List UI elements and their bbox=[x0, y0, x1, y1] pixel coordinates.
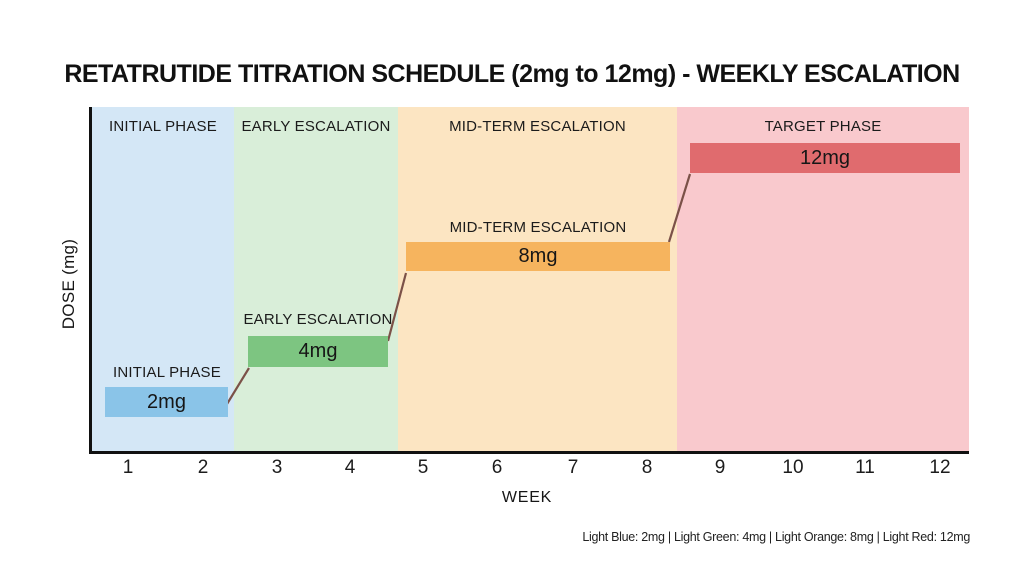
x-tick-week-2: 2 bbox=[197, 457, 209, 478]
phase-band-mid-term-escalation bbox=[398, 107, 677, 451]
y-axis-label: DOSE (mg) bbox=[59, 238, 78, 330]
x-tick-week-5: 5 bbox=[417, 457, 429, 478]
phase-band-early-escalation bbox=[234, 107, 398, 451]
x-tick-week-11: 11 bbox=[855, 457, 875, 478]
phase-label-mid-term-top: MID-TERM ESCALATION bbox=[449, 118, 626, 135]
dose-bar-8mg-value: 8mg bbox=[518, 245, 558, 267]
x-tick-week-7: 7 bbox=[567, 457, 579, 478]
phase-label-target-top: TARGET PHASE bbox=[764, 118, 882, 135]
dose-bar-2mg: 2mg bbox=[105, 387, 228, 417]
x-axis-title: WEEK bbox=[501, 489, 553, 506]
x-tick-week-12: 12 bbox=[929, 457, 951, 478]
phase-label-initial-above-bar: INITIAL PHASE bbox=[113, 364, 221, 381]
dose-bar-4mg-value: 4mg bbox=[298, 340, 338, 362]
phase-label-mid-term-above-bar: MID-TERM ESCALATION bbox=[449, 219, 627, 236]
x-tick-week-6: 6 bbox=[491, 457, 503, 478]
x-tick-week-1: 1 bbox=[122, 457, 134, 478]
phase-label-early-top: EARLY ESCALATION bbox=[241, 118, 391, 135]
plot-area: INITIAL PHASE EARLY ESCALATION MID-TERM … bbox=[89, 107, 969, 454]
x-tick-week-4: 4 bbox=[344, 457, 356, 478]
dose-bar-8mg: 8mg bbox=[406, 242, 670, 271]
color-key-note: Light Blue: 2mg | Light Green: 4mg | Lig… bbox=[582, 530, 970, 544]
x-tick-week-8: 8 bbox=[641, 457, 653, 478]
phase-label-initial-top: INITIAL PHASE bbox=[109, 118, 217, 135]
chart-title: RETATRUTIDE TITRATION SCHEDULE (2mg to 1… bbox=[64, 60, 960, 88]
x-tick-week-3: 3 bbox=[271, 457, 283, 478]
dose-bar-2mg-value: 2mg bbox=[147, 390, 186, 413]
dose-bar-12mg: 12mg bbox=[690, 143, 960, 173]
x-tick-week-10: 10 bbox=[782, 457, 804, 478]
phase-label-early-above-bar: EARLY ESCALATION bbox=[243, 311, 393, 328]
x-tick-week-9: 9 bbox=[714, 457, 726, 478]
dose-bar-4mg: 4mg bbox=[248, 336, 388, 367]
dose-bar-12mg-value: 12mg bbox=[799, 146, 851, 169]
